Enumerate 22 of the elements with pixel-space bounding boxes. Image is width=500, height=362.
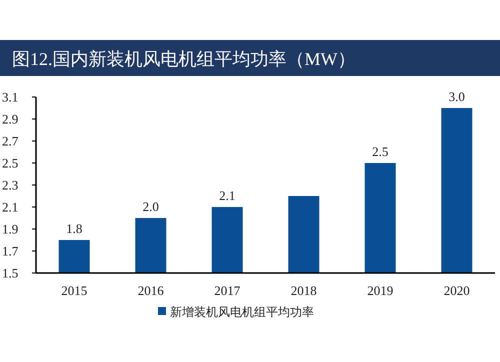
y-tick-label: 1.5 <box>2 266 18 280</box>
x-tick-label: 2020 <box>444 283 470 298</box>
x-tick-label: 2018 <box>290 283 317 298</box>
y-tick-label: 2.1 <box>2 200 18 214</box>
y-tick-label: 2.7 <box>2 134 19 148</box>
data-label: 2.5 <box>372 144 388 159</box>
x-tick-label: 2016 <box>138 283 164 298</box>
y-tick-label: 2.3 <box>2 178 18 192</box>
y-tick-label: 2.9 <box>2 112 18 126</box>
y-tick-label: 3.1 <box>2 90 18 104</box>
y-tick-label: 2.5 <box>2 156 18 170</box>
data-label: 3.0 <box>448 89 465 104</box>
data-label: 2.0 <box>142 199 159 214</box>
y-tick-label: 1.9 <box>2 222 18 236</box>
chart-title: 图12.国内新装机风电机组平均功率（MW） <box>12 49 356 69</box>
data-label: 2.1 <box>219 188 236 203</box>
legend: 新增装机风电机组平均功率 <box>158 305 314 319</box>
x-tick-label: 2017 <box>214 283 241 298</box>
y-tick-label: 1.7 <box>2 244 19 258</box>
x-tick-label: 2019 <box>367 283 394 298</box>
x-tick-label: 2015 <box>61 283 88 298</box>
data-label: 1.8 <box>66 221 82 236</box>
